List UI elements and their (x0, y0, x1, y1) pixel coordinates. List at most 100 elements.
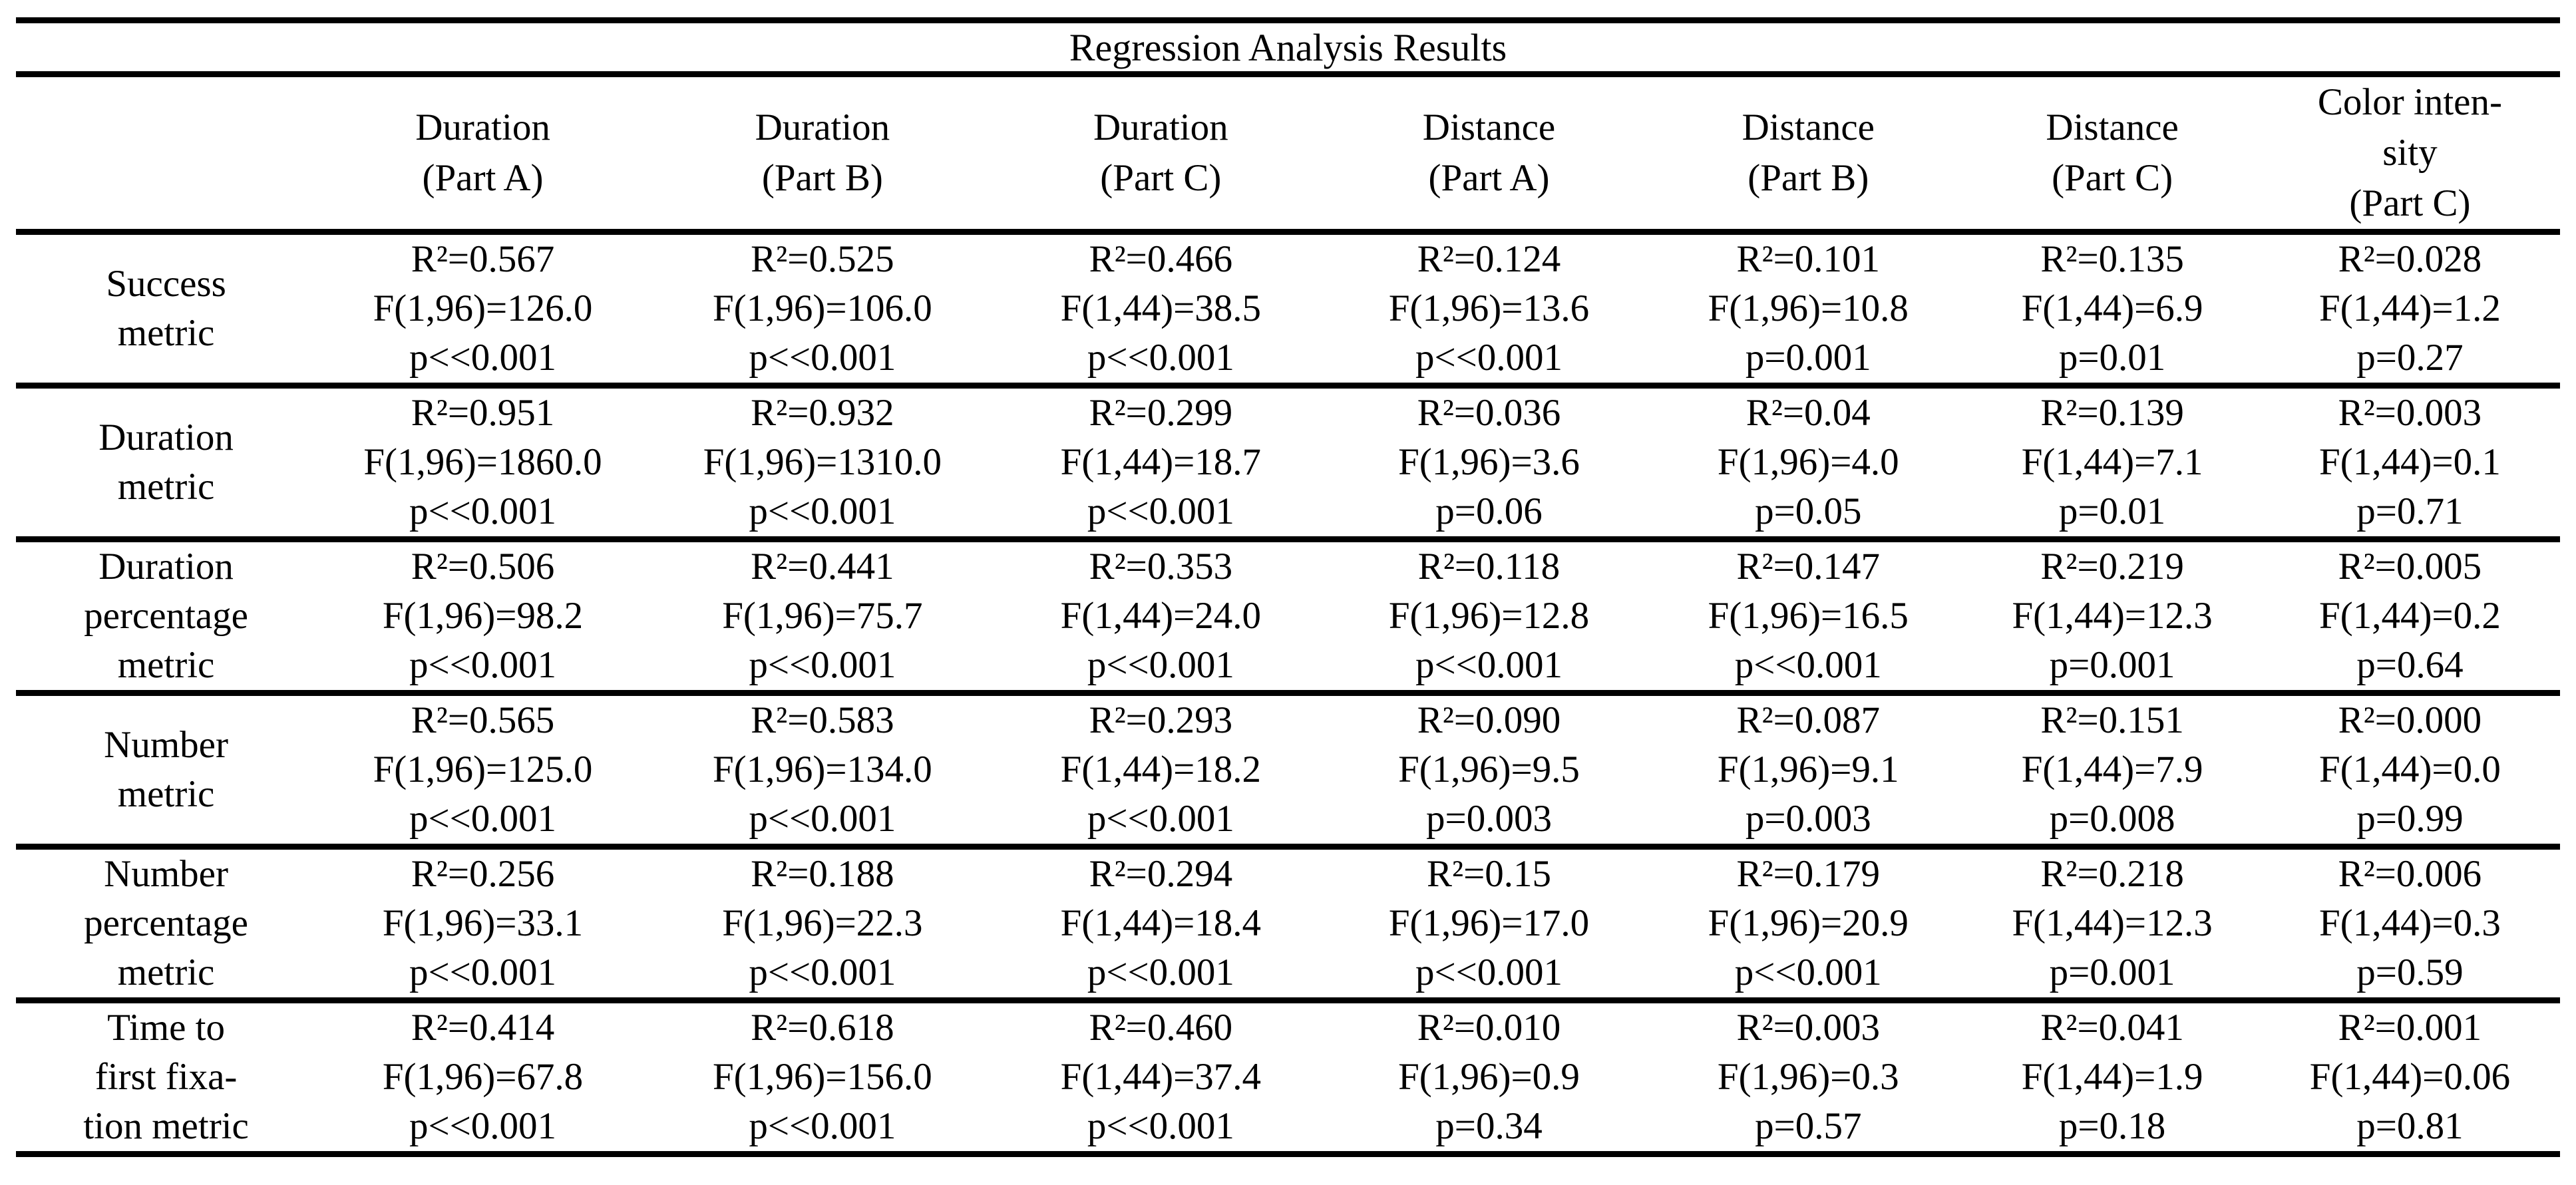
stat-p-value: p=0.06 (1435, 490, 1543, 532)
stat-p-value: p<<0.001 (1734, 951, 1882, 993)
stat-p-value: p=0.99 (2356, 798, 2464, 840)
stat-f-value: F(1,96)=1310.0 (703, 441, 942, 483)
stat-r2-value: R²=0.036 (1417, 392, 1561, 434)
stat-cell: R²=0.000 F(1,44)=0.0 p=0.99 (2259, 693, 2560, 850)
stat-p-value: p=0.008 (2049, 798, 2175, 840)
stat-cell: R²=0.525 F(1,96)=106.0 p<<0.001 (649, 232, 996, 389)
row-label-column-header (16, 74, 317, 235)
stat-f-value: F(1,96)=10.8 (1708, 287, 1909, 329)
stat-p-value: p<<0.001 (409, 644, 557, 686)
column-header-row: Duration (Part A) Duration (Part B) Duration… (16, 74, 2560, 235)
stat-r2-value: R²=0.583 (751, 699, 894, 741)
stat-p-value: p=0.05 (1755, 490, 1862, 532)
stat-p-value: p=0.001 (2049, 644, 2175, 686)
stat-f-value: F(1,44)=7.9 (2021, 749, 2203, 790)
stat-f-value: F(1,96)=106.0 (712, 287, 932, 329)
stat-f-value: F(1,96)=0.3 (1717, 1056, 1899, 1098)
stat-r2-value: R²=0.188 (751, 853, 894, 895)
stat-cell: R²=0.041 F(1,44)=1.9 p=0.18 (1964, 1000, 2260, 1157)
stat-r2-value: R²=0.005 (2338, 546, 2482, 588)
stat-p-value: p<<0.001 (1087, 490, 1234, 532)
stat-r2-value: R²=0.139 (2040, 392, 2184, 434)
stat-r2-value: R²=0.567 (411, 238, 555, 280)
stat-f-value: F(1,96)=75.7 (722, 595, 923, 637)
stat-r2-value: R²=0.256 (411, 853, 555, 895)
stat-cell: R²=0.567 F(1,96)=126.0 p<<0.001 (316, 232, 649, 389)
stat-r2-value: R²=0.353 (1089, 546, 1233, 588)
stat-f-value: F(1,96)=16.5 (1708, 595, 1909, 637)
stat-cell: R²=0.006 F(1,44)=0.3 p=0.59 (2259, 846, 2560, 1003)
row-label: Time to first fixa-tion metric (16, 1000, 317, 1157)
row-label-line: Number (104, 724, 228, 766)
stat-p-value: p<<0.001 (409, 490, 557, 532)
stat-p-value: p=0.64 (2356, 644, 2464, 686)
stat-p-value: p<<0.001 (749, 644, 896, 686)
stat-cell: R²=0.256 F(1,96)=33.1 p<<0.001 (316, 846, 649, 1003)
stat-p-value: p=0.34 (1435, 1105, 1543, 1147)
table-row: Duration percentage metric R²=0.506 F(1,96)=… (16, 539, 2560, 696)
stat-f-value: F(1,96)=4.0 (1717, 441, 1899, 483)
stat-p-value: p<<0.001 (1415, 644, 1563, 686)
stat-p-value: p=0.71 (2356, 490, 2464, 532)
row-label-line: tion metric (83, 1105, 249, 1147)
stat-f-value: F(1,96)=156.0 (712, 1056, 932, 1098)
stat-cell: R²=0.003 F(1,44)=0.1 p=0.71 (2259, 385, 2560, 542)
stat-r2-value: R²=0.565 (411, 699, 555, 741)
table-row: Number percentage metric R²=0.256 F(1,96)=33… (16, 846, 2560, 1003)
stat-p-value: p<<0.001 (1734, 644, 1882, 686)
stat-r2-value: R²=0.932 (751, 392, 894, 434)
stat-r2-value: R²=0.299 (1089, 392, 1233, 434)
column-header-1: Duration (Part A) (316, 74, 649, 235)
stat-f-value: F(1,96)=98.2 (382, 595, 584, 637)
row-label-line: metric (117, 773, 215, 815)
stat-p-value: p<<0.001 (749, 1105, 896, 1147)
stat-cell: R²=0.135 F(1,44)=6.9 p=0.01 (1964, 232, 2260, 389)
stat-r2-value: R²=0.293 (1089, 699, 1233, 741)
stat-r2-value: R²=0.04 (1746, 392, 1871, 434)
stat-r2-value: R²=0.618 (751, 1007, 894, 1049)
stat-r2-value: R²=0.003 (1736, 1007, 1881, 1049)
stat-p-value: p<<0.001 (749, 490, 896, 532)
stat-f-value: F(1,44)=12.3 (2012, 902, 2213, 944)
stat-cell: R²=0.179 F(1,96)=20.9 p<<0.001 (1652, 846, 1965, 1003)
stat-p-value: p=0.003 (1426, 798, 1552, 840)
row-label-line: percentage (84, 902, 248, 944)
column-header-line: (Part A) (1428, 157, 1550, 199)
stat-f-value: F(1,44)=37.4 (1060, 1056, 1261, 1098)
stat-p-value: p=0.27 (2356, 337, 2464, 379)
stat-cell: R²=0.441 F(1,96)=75.7 p<<0.001 (649, 539, 996, 696)
stat-r2-value: R²=0.001 (2338, 1007, 2482, 1049)
stat-p-value: p=0.18 (2058, 1105, 2166, 1147)
row-label: Number metric (16, 693, 317, 850)
stat-r2-value: R²=0.118 (1417, 546, 1561, 588)
row-label-line: metric (117, 466, 215, 508)
row-label-line: Duration (98, 417, 234, 458)
row-label: Success metric (16, 232, 317, 389)
stat-r2-value: R²=0.506 (411, 546, 555, 588)
stat-r2-value: R²=0.951 (411, 392, 555, 434)
stat-r2-value: R²=0.294 (1089, 853, 1233, 895)
column-header-line: Distance (1742, 106, 1875, 148)
stat-p-value: p<<0.001 (1087, 644, 1234, 686)
stat-f-value: F(1,44)=0.3 (2319, 902, 2501, 944)
stat-r2-value: R²=0.218 (2040, 853, 2184, 895)
stat-f-value: F(1,44)=18.4 (1060, 902, 1261, 944)
column-header-line: (Part B) (1748, 157, 1869, 199)
table-row: Number metric R²=0.565 F(1,96)=125.0 p<<0.00… (16, 693, 2560, 850)
stat-f-value: F(1,44)=0.0 (2319, 749, 2501, 790)
stat-p-value: p<<0.001 (1415, 951, 1563, 993)
stat-f-value: F(1,44)=7.1 (2021, 441, 2203, 483)
stat-f-value: F(1,96)=12.8 (1388, 595, 1590, 637)
stat-p-value: p<<0.001 (409, 1105, 557, 1147)
column-header-line: (Part B) (761, 157, 883, 199)
table-row: Duration metric R²=0.951 F(1,96)=1860.0 p<<0… (16, 385, 2560, 542)
stat-cell: R²=0.118 F(1,96)=12.8 p<<0.001 (1326, 539, 1652, 696)
stat-r2-value: R²=0.003 (2338, 392, 2482, 434)
stat-cell: R²=0.219 F(1,44)=12.3 p=0.001 (1964, 539, 2260, 696)
column-header-3: Duration (Part C) (995, 74, 1326, 235)
stat-f-value: F(1,96)=9.5 (1398, 749, 1580, 790)
stat-cell: R²=0.618 F(1,96)=156.0 p<<0.001 (649, 1000, 996, 1157)
stat-r2-value: R²=0.147 (1736, 546, 1881, 588)
stat-cell: R²=0.188 F(1,96)=22.3 p<<0.001 (649, 846, 996, 1003)
stat-f-value: F(1,96)=17.0 (1388, 902, 1590, 944)
